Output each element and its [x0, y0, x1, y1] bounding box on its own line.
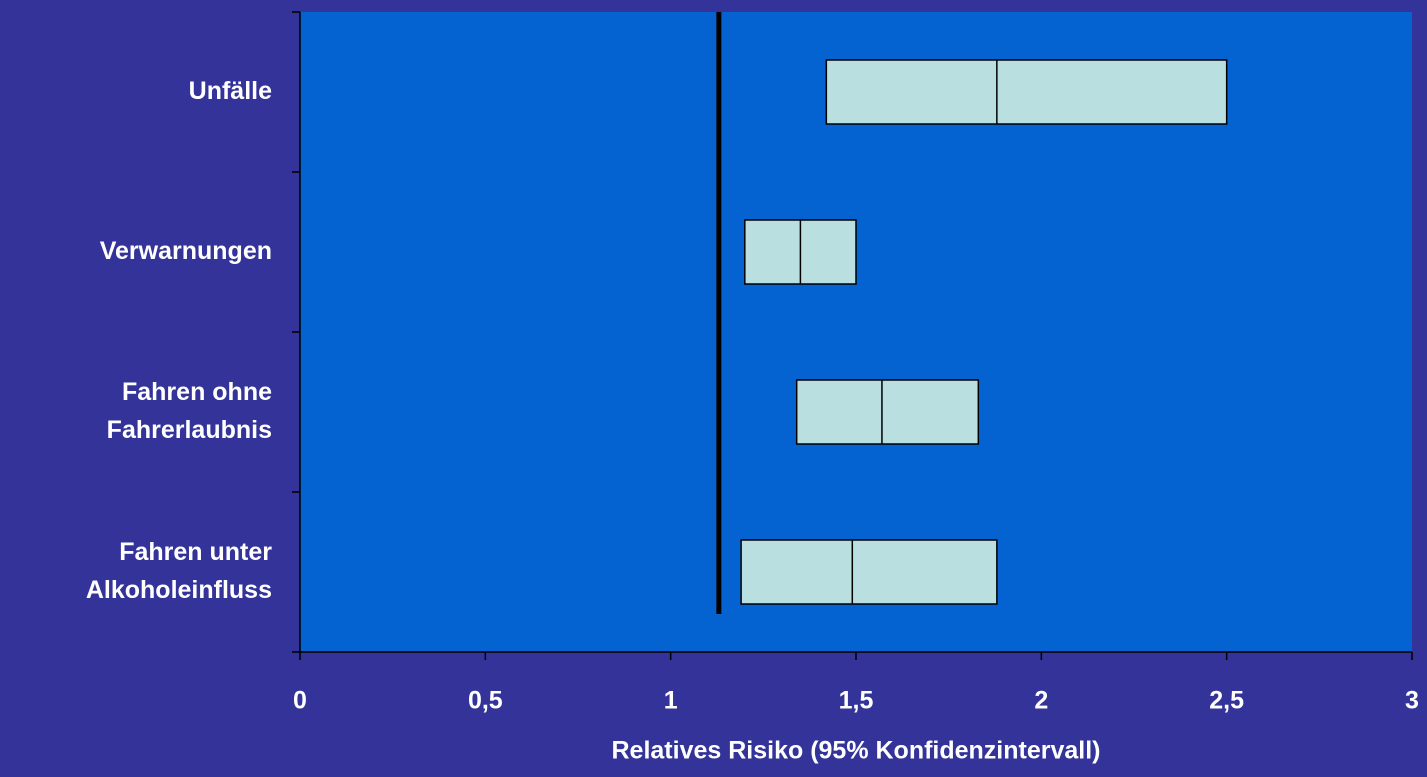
- label-line: Verwarnungen: [100, 237, 272, 265]
- y-tick-label: Fahren ohne Fahrerlaubnis: [107, 378, 272, 444]
- label-line: Fahrerlaubnis: [107, 416, 272, 444]
- x-tick-label: 2: [1034, 687, 1048, 715]
- label-line: Alkoholeinfluss: [86, 576, 272, 604]
- label-line: Fahren ohne: [122, 378, 272, 406]
- x-tick-label: 1: [664, 687, 678, 715]
- x-tick-label: 0: [293, 687, 307, 715]
- y-tick-label: Unfälle: [189, 77, 272, 105]
- interval-box: [740, 539, 998, 605]
- label-line: Unfälle: [189, 77, 272, 105]
- y-tick-label: Verwarnungen: [100, 237, 272, 265]
- label-line: Fahren unter: [119, 538, 272, 566]
- interval-box: [825, 59, 1228, 125]
- interval-box: [795, 379, 980, 445]
- x-tick-label: 3: [1405, 687, 1419, 715]
- x-tick-label: 2,5: [1209, 687, 1244, 715]
- x-tick-label: 1,5: [839, 687, 874, 715]
- x-tick-label: 0,5: [468, 687, 503, 715]
- y-tick-label: Fahren unter Alkoholeinfluss: [86, 538, 272, 604]
- x-axis-label: Relatives Risiko (95% Konfidenzintervall…: [611, 737, 1100, 765]
